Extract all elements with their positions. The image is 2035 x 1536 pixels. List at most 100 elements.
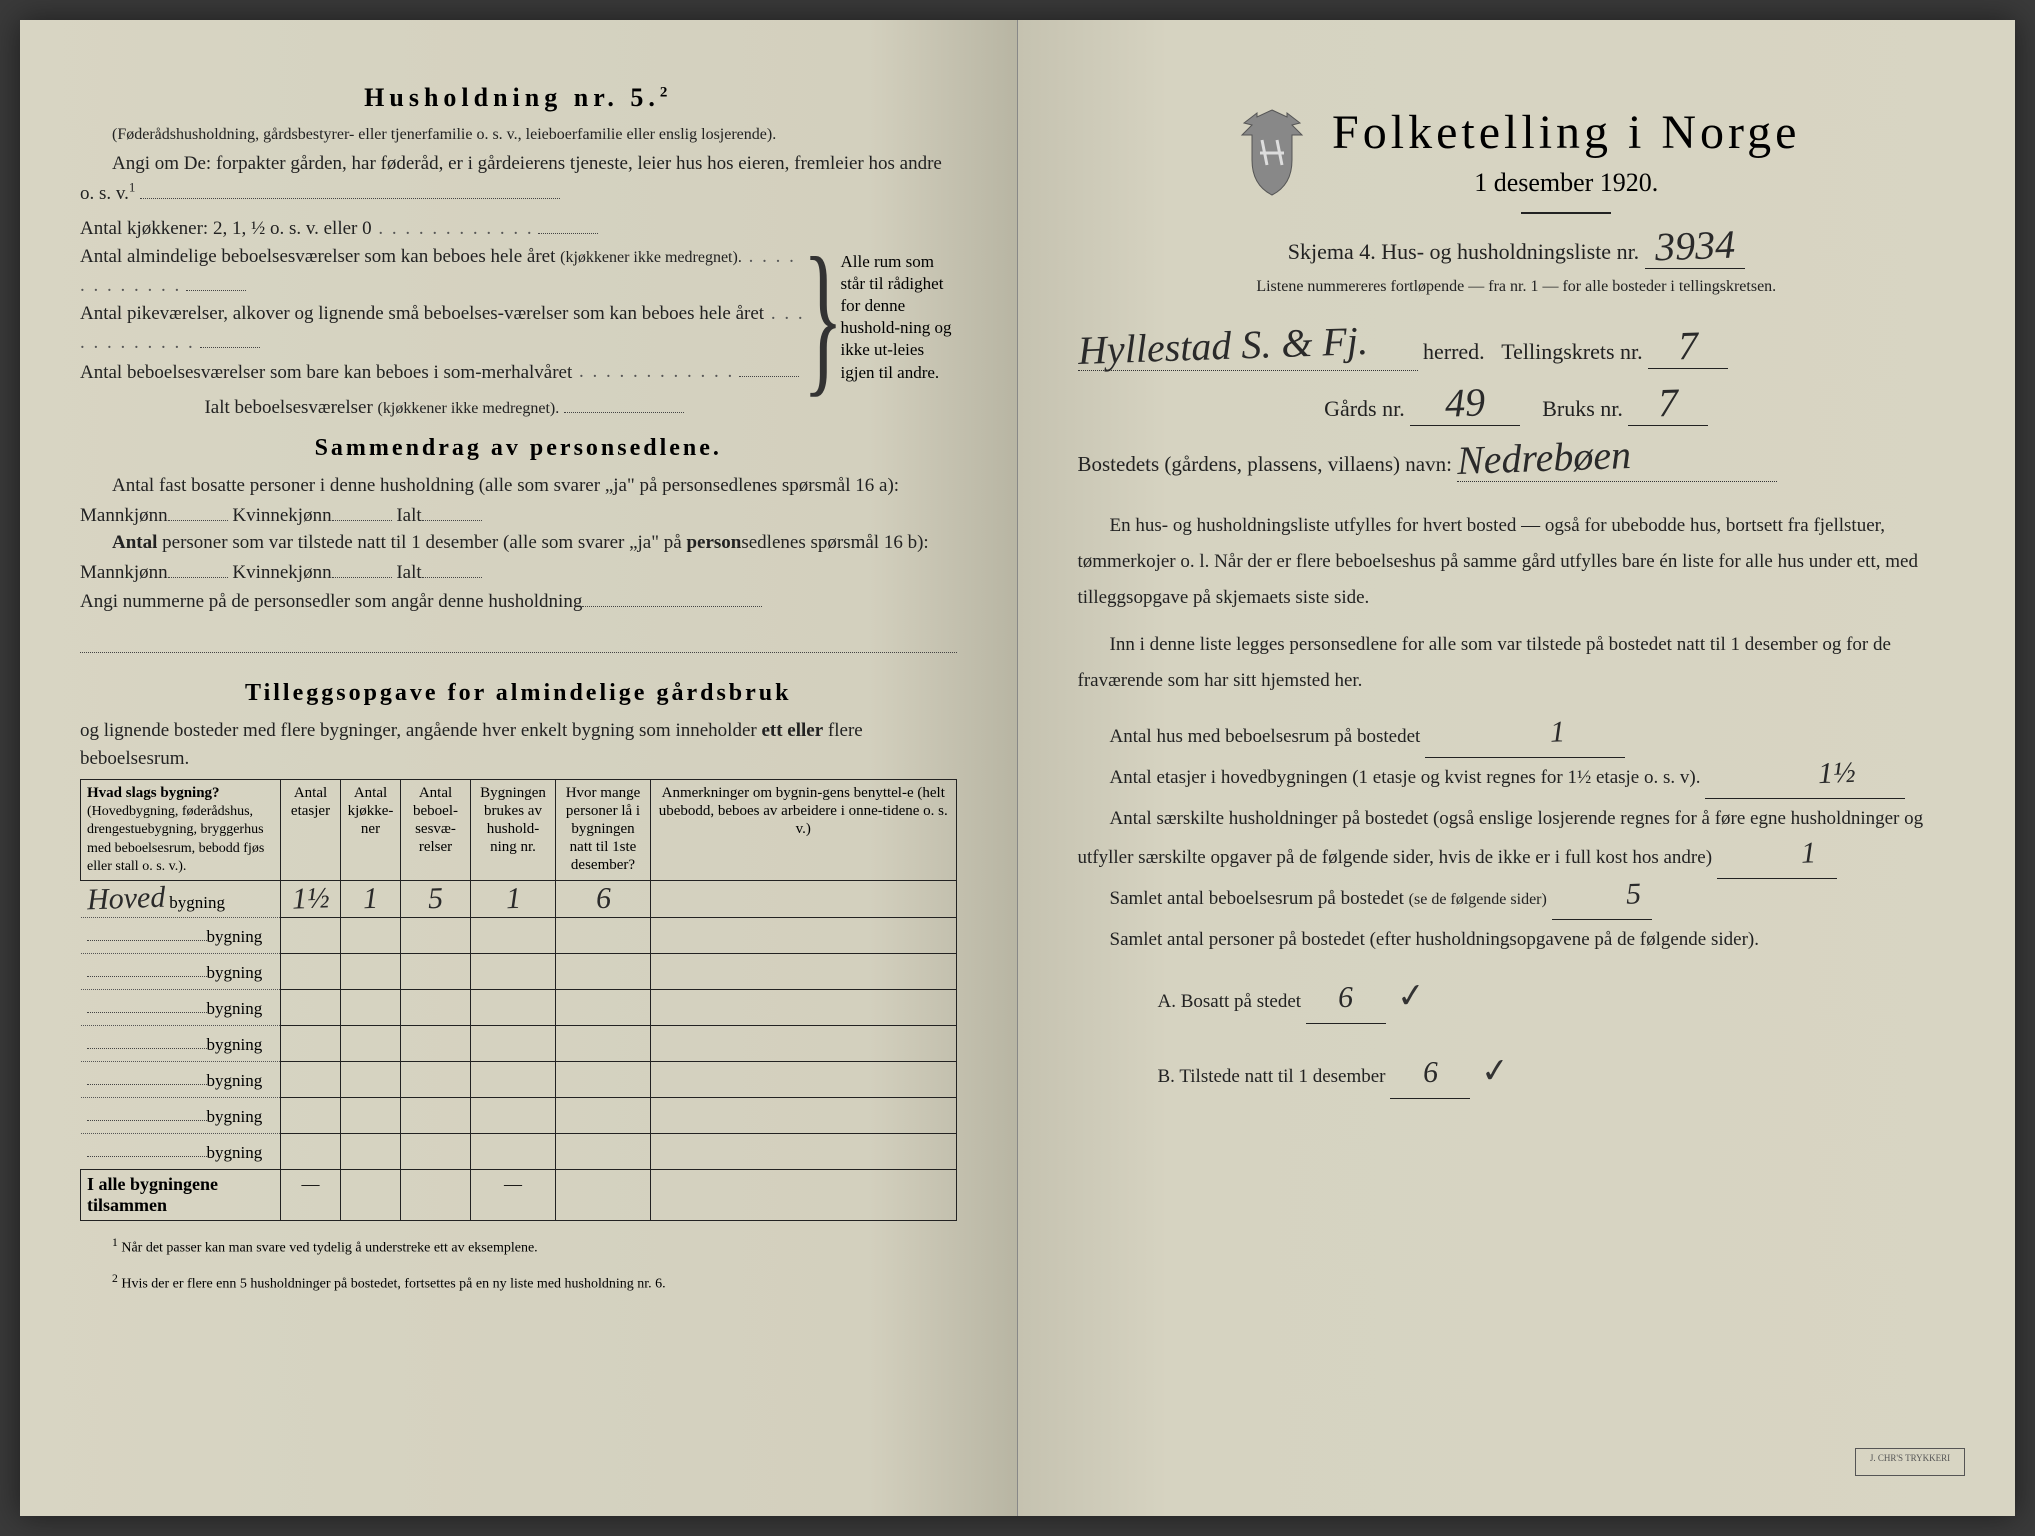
- bruks-label: Bruks nr.: [1542, 396, 1623, 421]
- title-block: Folketelling i Norge 1 desember 1920.: [1332, 105, 1800, 228]
- row1-v4: 1: [505, 884, 521, 912]
- row3-label: bygning: [81, 953, 281, 989]
- field2: Antal etasjer i hovedbygningen (1 etasje…: [1078, 758, 1956, 799]
- printer-stamp: J. CHR'S TRYKKERI: [1855, 1448, 1965, 1476]
- coat-of-arms-icon: [1232, 105, 1312, 200]
- rooms-total-fill: [564, 392, 684, 413]
- angi-num-text: Angi nummerne på de personsedler som ang…: [80, 591, 582, 612]
- h5-angi-fill: [140, 178, 560, 199]
- th-anmerk: Anmerkninger om bygnin-gens benyttel-e (…: [651, 779, 957, 880]
- rooms-brace-block: Antal kjøkkener: 2, 1, ½ o. s. v. eller …: [80, 213, 957, 421]
- h5-paren: (Føderådshusholdning, gårdsbestyrer- ell…: [80, 123, 957, 146]
- field4-note: (se de følgende sider): [1409, 891, 1547, 908]
- summary-title: Sammendrag av personsedlene.: [80, 435, 957, 462]
- sum-line2: Antal personer som var tilstede natt til…: [80, 529, 957, 586]
- checkmark-icon: ✓: [1393, 959, 1428, 1036]
- gards-label: Gårds nr.: [1324, 396, 1405, 421]
- rooms3: Antal beboelsesværelser som bare kan beb…: [80, 357, 809, 386]
- h5-angi: Angi om De: forpakter gården, har føderå…: [80, 150, 957, 207]
- census-date: 1 desember 1920.: [1332, 168, 1800, 198]
- field3-hw: 1: [1769, 840, 1817, 869]
- field1-hw: 1: [1517, 718, 1565, 747]
- sum1-kv: Kvinnekjønn: [232, 505, 331, 526]
- bruks-hw: 7: [1658, 385, 1679, 422]
- th1b: (Hovedbygning, føderådshus, drengestueby…: [87, 804, 264, 875]
- building-table: Hvad slags bygning? (Hovedbygning, føder…: [80, 779, 957, 1221]
- skjema-nr-field: 3934: [1645, 228, 1745, 269]
- rooms1-text: Antal almindelige beboelsesværelser som …: [80, 246, 555, 267]
- sum2-pre: Antal: [112, 532, 157, 553]
- rooms2-text: Antal pikeværelser, alkover og lignende …: [80, 303, 764, 324]
- field4-value: 5: [1552, 879, 1652, 920]
- field1-label: Antal hus med beboelsesrum på bostedet: [1110, 726, 1421, 747]
- fieldB-hw: 6: [1422, 1059, 1438, 1087]
- r3s: bygning: [207, 962, 263, 981]
- bosted-label: Bostedets (gårdens, plassens, villaens) …: [1078, 452, 1452, 476]
- main-title: Folketelling i Norge: [1332, 105, 1800, 160]
- tillegg-title: Tilleggsopgave for almindelige gårdsbruk: [80, 680, 957, 707]
- table-row: bygning: [81, 953, 957, 989]
- th1a: Hvad slags bygning?: [87, 785, 220, 801]
- fieldA-label: A. Bosatt på stedet: [1158, 991, 1302, 1012]
- row6-label: bygning: [81, 1061, 281, 1097]
- th-etasjer: Antal etasjer: [281, 779, 341, 880]
- kitchens-fill: [538, 213, 598, 234]
- field2-label: Antal etasjer i hovedbygningen (1 etasje…: [1110, 767, 1701, 788]
- row1-label: Hoved bygning: [81, 880, 281, 917]
- document-spread: Husholdning nr. 5.2 (Føderådshusholdning…: [20, 20, 2015, 1516]
- row1-c3: 5: [401, 880, 471, 917]
- footnote2: 2 Hvis der er flere enn 5 husholdninger …: [80, 1271, 957, 1294]
- herred-hw: Hyllestad S. & Fj.: [1077, 323, 1368, 369]
- skjema-text: Skjema 4. Hus- og husholdningsliste nr.: [1288, 239, 1639, 264]
- sum2-i: [422, 557, 482, 578]
- sum1-m: [168, 500, 228, 521]
- angi-num-fill: [582, 586, 762, 607]
- total-label: I alle bygningene tilsammen: [81, 1169, 281, 1220]
- husholdning-5-title: Husholdning nr. 5.2: [80, 83, 957, 113]
- row1-v3: 5: [428, 884, 444, 912]
- table-header-row: Hvad slags bygning? (Hovedbygning, føder…: [81, 779, 957, 880]
- row2-label: bygning: [81, 917, 281, 953]
- footnote1: 1 Når det passer kan man svare ved tydel…: [80, 1235, 957, 1258]
- angi-num-fill2: [80, 636, 957, 654]
- tillegg-sub: og lignende bosteder med flere bygninger…: [80, 717, 957, 772]
- angi-num: Angi nummerne på de personsedler som ang…: [80, 586, 957, 615]
- skjema-line: Skjema 4. Hus- og husholdningsliste nr. …: [1078, 228, 1956, 269]
- row1-c4: 1: [471, 880, 556, 917]
- tillegg-sub-bold: ett eller: [761, 720, 823, 741]
- bosted-hw: Nedrebøen: [1457, 437, 1632, 479]
- table-row: bygning: [81, 1061, 957, 1097]
- table-row: Hoved bygning 1½ 1 5 1 6: [81, 880, 957, 917]
- table-total-row: I alle bygningene tilsammen ——: [81, 1169, 957, 1220]
- field3-value: 1: [1717, 838, 1837, 879]
- tellingskrets-field: 7: [1648, 328, 1728, 369]
- brace-icon: }: [816, 213, 830, 421]
- rooms-total: Ialt beboelsesværelser (kjøkkener ikke m…: [80, 392, 809, 421]
- sum1-ialt: Ialt: [396, 505, 421, 526]
- table-row: bygning: [81, 1133, 957, 1169]
- rooms-list: Antal kjøkkener: 2, 1, ½ o. s. v. eller …: [80, 213, 809, 421]
- title-rule: [1521, 212, 1611, 214]
- sum2-text: personer som var tilstede natt til 1 des…: [157, 532, 686, 553]
- table-row: bygning: [81, 1097, 957, 1133]
- field4-hw: 5: [1594, 881, 1642, 910]
- gards-field: 49: [1410, 385, 1520, 426]
- rooms2-fill: [200, 327, 260, 348]
- sum2-kv: Kvinnekjønn: [232, 562, 331, 583]
- bosted-line: Bostedets (gårdens, plassens, villaens) …: [1078, 440, 1956, 482]
- row4-label: bygning: [81, 989, 281, 1025]
- para2: Inn i denne liste legges personsedlene f…: [1078, 627, 1956, 699]
- r2s: bygning: [207, 926, 263, 945]
- herred-line: Hyllestad S. & Fj. herred. Tellingskrets…: [1078, 328, 1956, 371]
- rooms3-text: Antal beboelsesværelser som bare kan beb…: [80, 361, 572, 382]
- fieldA: A. Bosatt på stedet 6 ✓: [1158, 960, 1956, 1035]
- sum2-m: [168, 557, 228, 578]
- sum-line1: Antal fast bosatte personer i denne hush…: [80, 472, 957, 529]
- table-row: bygning: [81, 989, 957, 1025]
- fieldB-value: 6: [1390, 1056, 1470, 1099]
- rooms1: Antal almindelige beboelsesværelser som …: [80, 243, 809, 300]
- field4-label: Samlet antal beboelsesrum på bostedet: [1110, 888, 1404, 909]
- field1: Antal hus med beboelsesrum på bostedet 1: [1078, 717, 1956, 758]
- sum2b-pre: person: [686, 532, 741, 553]
- fn1-text: Når det passer kan man svare ved tydelig…: [121, 1240, 537, 1255]
